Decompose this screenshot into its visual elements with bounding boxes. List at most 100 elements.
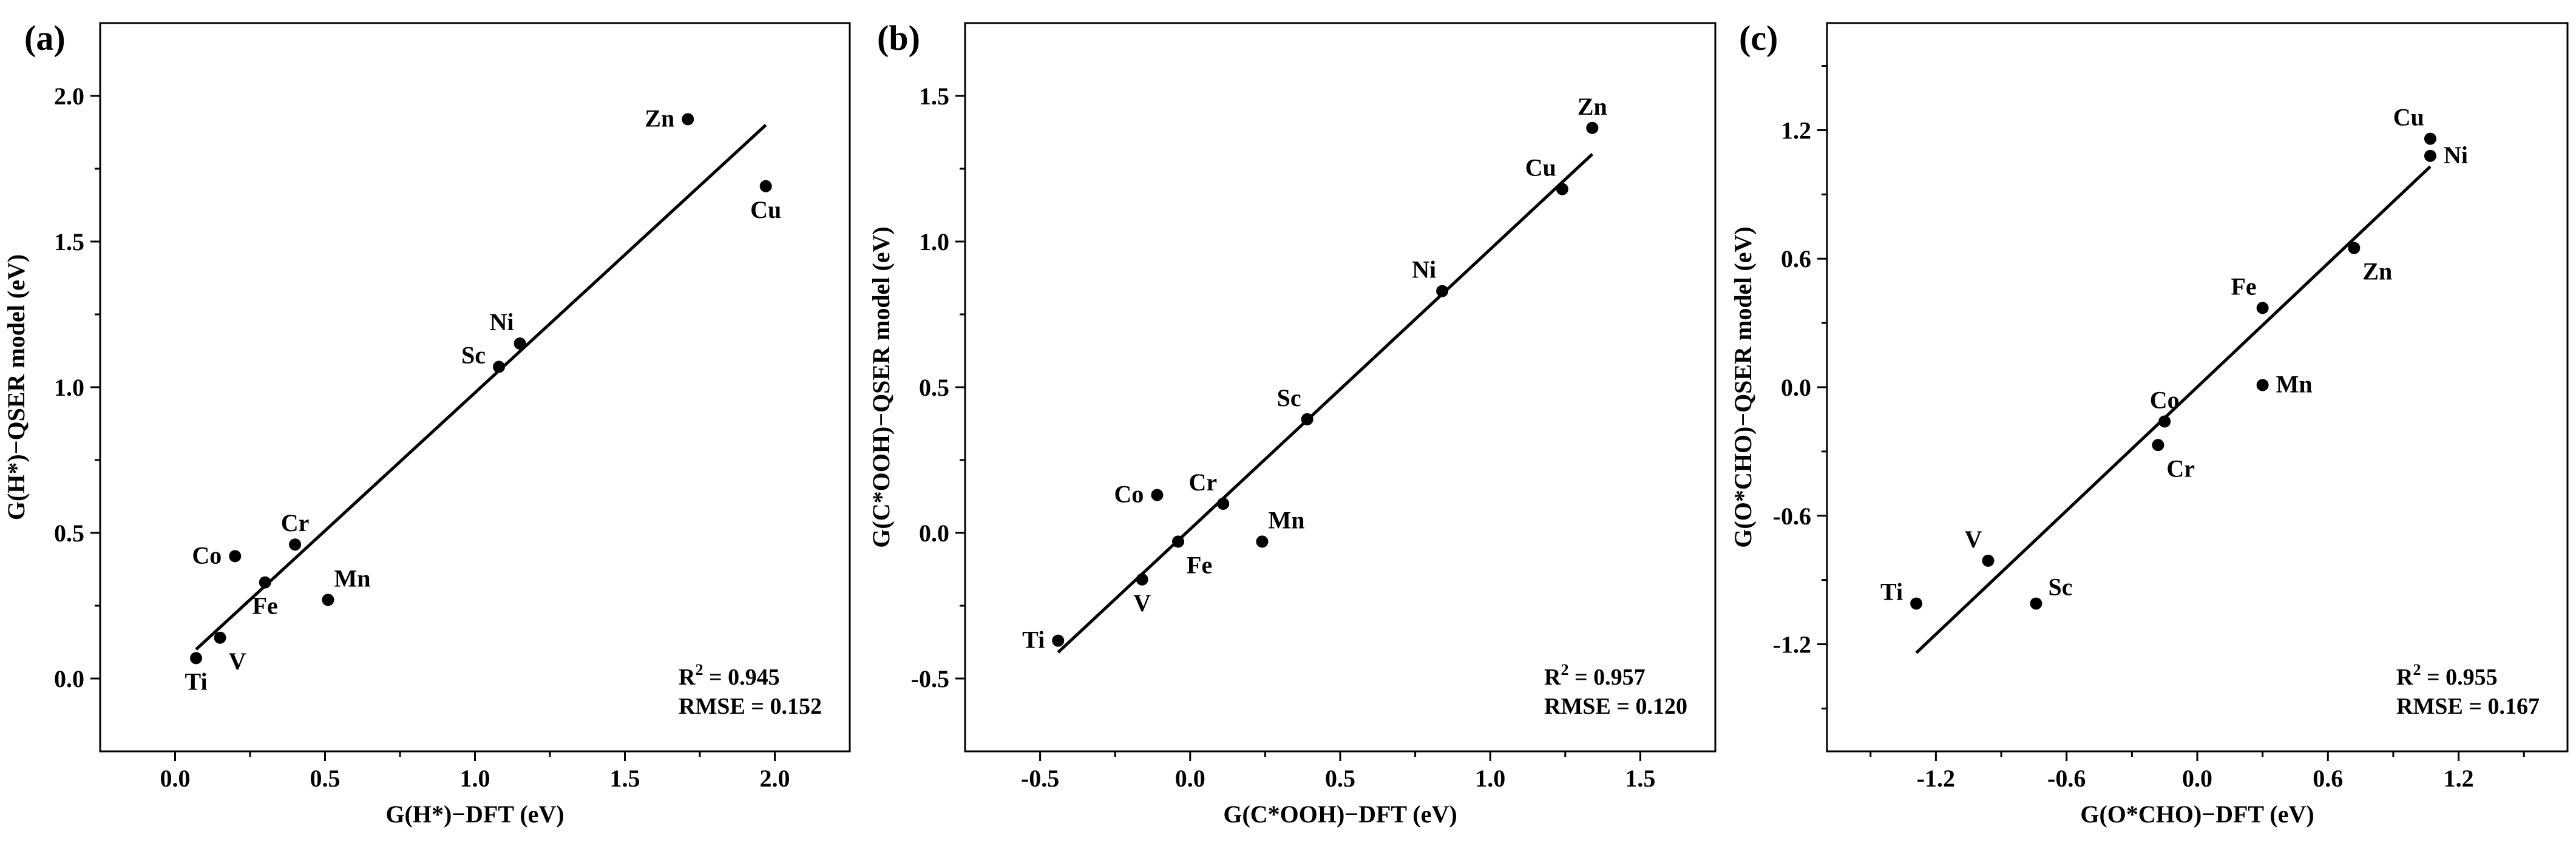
r-squared: R2 = 0.945: [679, 661, 780, 690]
data-point-sc: [1301, 413, 1313, 425]
x-tick-label: 0.5: [1325, 765, 1355, 792]
data-point-v: [1982, 554, 1995, 567]
point-label-ti: Ti: [185, 668, 208, 695]
data-point-cr: [2152, 439, 2164, 452]
data-point-cu: [759, 180, 772, 192]
data-point-co: [229, 550, 242, 563]
point-label-ni: Ni: [490, 308, 514, 336]
data-point-cr: [1217, 498, 1230, 510]
rmse: RMSE = 0.152: [679, 694, 822, 719]
data-point-ti: [1910, 597, 1923, 610]
x-tick-label: 1.5: [610, 765, 640, 792]
x-tick-label: 1.5: [1625, 765, 1655, 792]
point-label-v: V: [229, 648, 246, 675]
rmse: RMSE = 0.120: [1544, 694, 1687, 719]
data-point-fe: [2256, 302, 2269, 314]
data-point-co: [2158, 415, 2171, 428]
point-label-ti: Ti: [1880, 578, 1903, 605]
chart-panel-2: (b) -0.5 0.0 0.5 1.0 1.5 -0.5 0.0 0.5 1.0 1.5 G(C*O…: [867, 18, 1717, 828]
y-tick-label: 0.6: [1781, 245, 1811, 273]
y-tick-label: -0.6: [1773, 503, 1811, 530]
panel-label: (a): [24, 18, 66, 58]
data-point-ni: [514, 337, 526, 350]
data-point-zn: [1586, 121, 1599, 134]
y-tick-label: 1.2: [1781, 117, 1811, 144]
data-point-zn: [2348, 242, 2361, 254]
x-axis-title: G(C*OOH)−DFT (eV): [1223, 801, 1457, 828]
x-tick-label: -0.5: [1021, 765, 1059, 792]
data-point-sc: [493, 361, 506, 373]
x-tick-label: 0.0: [2182, 765, 2212, 792]
point-label-zn: Zn: [1578, 93, 1607, 120]
point-label-mn: Mn: [1268, 506, 1304, 533]
x-axis-title: G(H*)−DFT (eV): [385, 801, 564, 828]
y-axis-title: G(C*OOH)−QSER model (eV): [867, 226, 895, 547]
y-tick-label: -1.2: [1773, 631, 1811, 658]
data-point-co: [1151, 489, 1164, 501]
x-tick-label: 0.0: [160, 765, 191, 792]
r-squared: R2 = 0.957: [1544, 661, 1646, 690]
data-point-ti: [190, 652, 203, 665]
point-label-sc: Sc: [1277, 384, 1301, 411]
data-point-zn: [682, 113, 694, 126]
data-point-ni: [2424, 149, 2436, 162]
point-label-co: Co: [1114, 481, 1144, 508]
point-label-v: V: [1133, 589, 1151, 617]
data-point-cu: [1556, 183, 1568, 195]
point-label-sc: Sc: [461, 341, 486, 368]
point-label-cr: Cr: [281, 509, 310, 537]
fit-line: [1915, 165, 2432, 654]
x-tick-label: 1.0: [1475, 765, 1505, 792]
panel-label: (b): [877, 18, 920, 58]
y-axis-title: G(H*)−QSER model (eV): [2, 254, 30, 520]
y-tick-label: 0.5: [54, 520, 84, 547]
point-label-ni: Ni: [1412, 256, 1436, 283]
point-label-co: Co: [192, 541, 222, 569]
fit-line: [1057, 153, 1594, 654]
data-point-mn: [322, 594, 334, 606]
x-tick-label: 2.0: [760, 765, 790, 792]
rmse: RMSE = 0.167: [2396, 694, 2540, 719]
data-point-fe: [259, 576, 271, 589]
data-point-cr: [289, 538, 302, 551]
point-label-co: Co: [2150, 386, 2180, 413]
x-tick-label: 0.6: [2313, 765, 2343, 792]
data-point-ti: [1052, 634, 1065, 647]
y-tick-label: -0.5: [911, 665, 949, 692]
chart-panel-3: (c) -1.2 -0.6 0.0 0.6 1.2 -1.2 -0.6 0.0 0.6 1.2 G(O…: [1729, 18, 2569, 828]
y-tick-label: 1.5: [919, 83, 949, 110]
panel-label: (c): [1739, 18, 1778, 58]
point-label-zn: Zn: [2362, 258, 2392, 285]
plot-frame: [99, 22, 851, 753]
x-tick-label: 1.0: [460, 765, 490, 792]
chart-panel-1: (a) 0.0 0.5 1.0 1.5 2.0 0.0 0.5 1.0 1.5 2.0 G(H*)−D…: [2, 18, 851, 828]
point-label-cu: Cu: [1525, 154, 1556, 181]
data-point-sc: [2030, 597, 2042, 610]
point-label-fe: Fe: [2231, 273, 2256, 300]
y-tick-label: 1.0: [54, 374, 84, 401]
y-tick-label: 1.5: [54, 228, 84, 256]
point-label-ti: Ti: [1022, 626, 1045, 654]
data-point-v: [1136, 573, 1148, 586]
y-tick-label: 2.0: [54, 83, 84, 110]
point-label-sc: Sc: [2048, 573, 2072, 600]
x-tick-label: 0.0: [1175, 765, 1205, 792]
x-tick-label: -0.6: [2047, 765, 2086, 792]
data-point-mn: [2256, 379, 2269, 391]
point-label-v: V: [1965, 526, 1982, 553]
data-point-mn: [1256, 535, 1269, 548]
point-label-cu: Cu: [2393, 104, 2424, 131]
point-label-cr: Cr: [1189, 469, 1218, 496]
y-tick-label: 0.0: [1781, 374, 1811, 401]
point-label-cu: Cu: [750, 196, 781, 223]
y-tick-label: 0.0: [54, 665, 84, 692]
x-tick-label: 0.5: [310, 765, 341, 792]
x-tick-label: -1.2: [1917, 765, 1955, 792]
point-label-mn: Mn: [334, 564, 370, 592]
point-label-ni: Ni: [2444, 141, 2468, 169]
y-tick-label: 0.5: [919, 374, 949, 401]
y-axis-title: G(O*CHO)−QSER model (eV): [1729, 226, 1757, 547]
x-axis-title: G(O*CHO)−DFT (eV): [2080, 801, 2314, 828]
r-squared: R2 = 0.955: [2396, 661, 2498, 690]
